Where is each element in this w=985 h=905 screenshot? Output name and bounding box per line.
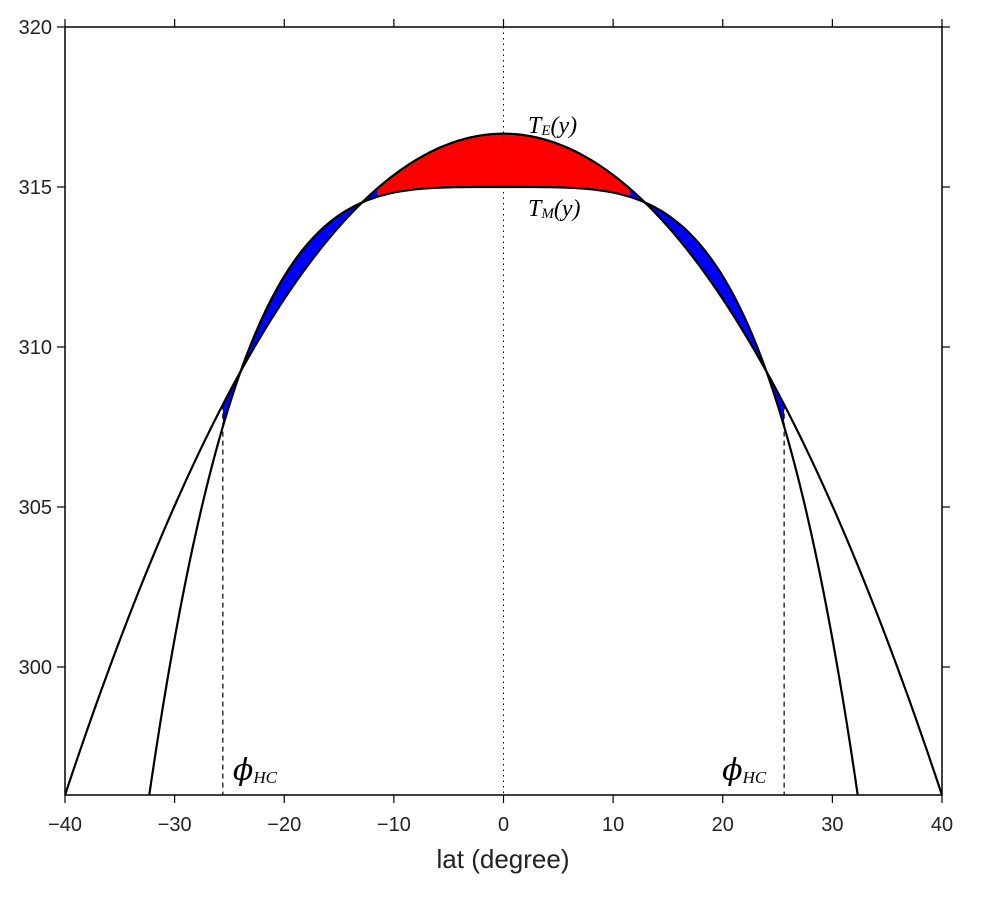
axis-ticks xyxy=(57,19,950,803)
phi-hc-label-0: ϕHC xyxy=(233,753,278,788)
x-tick-label: −40 xyxy=(48,814,82,836)
y-tick-label: 300 xyxy=(19,657,52,679)
x-axis-title: lat (degree) xyxy=(437,844,570,874)
x-tick-label: 20 xyxy=(712,814,734,836)
x-tick-label: 0 xyxy=(498,814,509,836)
te-curve-label: TE(y) xyxy=(528,113,577,139)
shaded-region-deficit-south xyxy=(222,188,378,427)
series-tm-curve xyxy=(148,185,859,795)
y-tick-label: 305 xyxy=(19,497,52,519)
x-tick-label: 10 xyxy=(602,814,624,836)
x-tick-label: 30 xyxy=(821,814,843,836)
y-tick-label: 310 xyxy=(19,337,52,359)
phi-hc-label-1: ϕHC xyxy=(722,753,767,788)
x-tick-label: −10 xyxy=(377,814,411,836)
y-tick-label: 320 xyxy=(19,17,52,39)
series-te-curve xyxy=(65,132,942,795)
x-tick-label: −30 xyxy=(158,814,192,836)
x-tick-label: 40 xyxy=(931,814,953,836)
labels: lat (degree) −40 −30 −20 −10 0 10 20 30 40 300 305… xyxy=(19,17,954,874)
tm-curve-label: TM(y) xyxy=(528,196,581,222)
shaded-region-deficit-north xyxy=(629,188,785,427)
x-tick-label: −20 xyxy=(267,814,301,836)
curves xyxy=(65,132,942,795)
y-tick-label: 315 xyxy=(19,177,52,199)
guide-lines xyxy=(222,27,785,795)
